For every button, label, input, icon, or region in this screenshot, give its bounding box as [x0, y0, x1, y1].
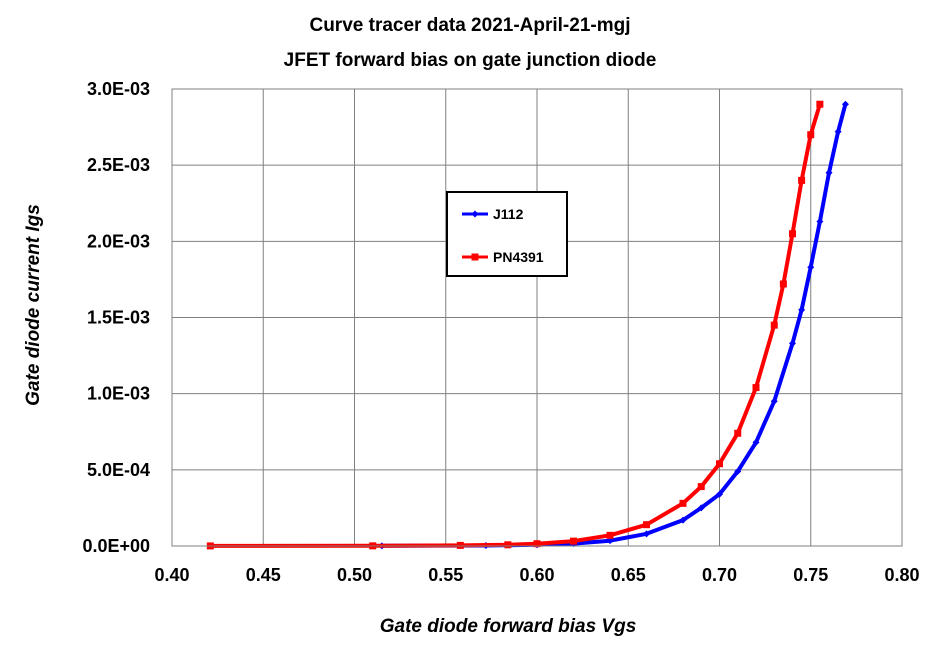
series-pn4391 — [206, 100, 824, 550]
legend-label: J112 — [493, 206, 524, 222]
data-point-j112 — [789, 339, 796, 347]
legend-box — [446, 191, 568, 277]
data-point-j112 — [841, 100, 849, 108]
data-point-j112 — [716, 490, 723, 498]
data-point-j112 — [697, 504, 705, 512]
data-point-pn4391 — [798, 176, 806, 184]
x-tick-label: 0.45 — [246, 565, 281, 585]
y-tick-label: 2.5E-03 — [87, 155, 150, 175]
plot-frame — [171, 88, 903, 547]
data-point-j112 — [643, 530, 650, 538]
data-point-j112 — [770, 397, 778, 405]
y-tick-label: 3.0E-03 — [87, 79, 150, 99]
legend-item-j112: J112 — [462, 206, 524, 222]
x-tick-label: 0.55 — [428, 565, 463, 585]
y-axis-ticks: 0.0E+00 5.0E-04 1.0E-03 1.5E-03 2.0E-03 2.5E-… — [82, 79, 150, 556]
legend: J112 PN4391 — [446, 191, 568, 277]
data-point-pn4391 — [456, 541, 464, 549]
x-tick-label: 0.80 — [884, 565, 919, 585]
data-point-pn4391 — [716, 460, 723, 468]
data-point-pn4391 — [807, 131, 815, 139]
data-point-pn4391 — [679, 499, 687, 507]
series-layer — [206, 100, 849, 550]
data-point-j112 — [834, 128, 842, 136]
data-point-j112 — [606, 537, 614, 545]
data-point-pn4391 — [752, 384, 760, 392]
data-point-pn4391 — [789, 230, 796, 238]
y-axis-label: Gate diode current Igs — [23, 204, 44, 406]
y-tick-label: 1.5E-03 — [87, 308, 150, 328]
legend-label: PN4391 — [493, 249, 544, 265]
x-tick-label: 0.60 — [519, 565, 554, 585]
data-point-j112 — [816, 218, 824, 226]
data-point-j112 — [679, 516, 687, 524]
data-point-pn4391 — [606, 531, 614, 539]
data-point-pn4391 — [779, 280, 787, 288]
y-tick-label: 5.0E-04 — [87, 460, 150, 480]
legend-item-pn4391: PN4391 — [462, 249, 544, 265]
data-point-j112 — [825, 169, 833, 177]
data-point-j112 — [807, 263, 815, 271]
x-tick-label: 0.75 — [793, 565, 828, 585]
data-point-pn4391 — [816, 100, 824, 108]
y-tick-label: 1.0E-03 — [87, 384, 150, 404]
legend-swatch-marker — [471, 253, 479, 261]
x-tick-label: 0.50 — [337, 565, 372, 585]
data-point-j112 — [734, 467, 742, 475]
x-axis-ticks: 0.40 0.45 0.50 0.55 0.60 0.65 0.70 0.75 0.80 — [154, 565, 919, 585]
data-point-pn4391 — [697, 483, 705, 491]
y-tick-label: 0.0E+00 — [82, 536, 150, 556]
data-point-pn4391 — [770, 321, 778, 329]
chart-title: Curve tracer data 2021-April-21-mgj — [309, 15, 630, 36]
legend-swatch-marker — [471, 210, 479, 218]
y-tick-label: 2.0E-03 — [87, 231, 150, 251]
data-point-pn4391 — [734, 429, 742, 437]
x-tick-label: 0.70 — [702, 565, 737, 585]
x-tick-label: 0.65 — [611, 565, 646, 585]
x-axis-label: Gate diode forward bias Vgs — [380, 616, 637, 637]
data-point-pn4391 — [504, 541, 512, 549]
data-point-pn4391 — [570, 537, 577, 545]
data-point-pn4391 — [643, 521, 650, 529]
data-point-j112 — [798, 306, 806, 314]
data-point-pn4391 — [533, 540, 541, 548]
chart-subtitle: JFET forward bias on gate junction diode — [284, 50, 657, 71]
data-point-j112 — [752, 438, 760, 446]
x-tick-label: 0.40 — [154, 565, 189, 585]
